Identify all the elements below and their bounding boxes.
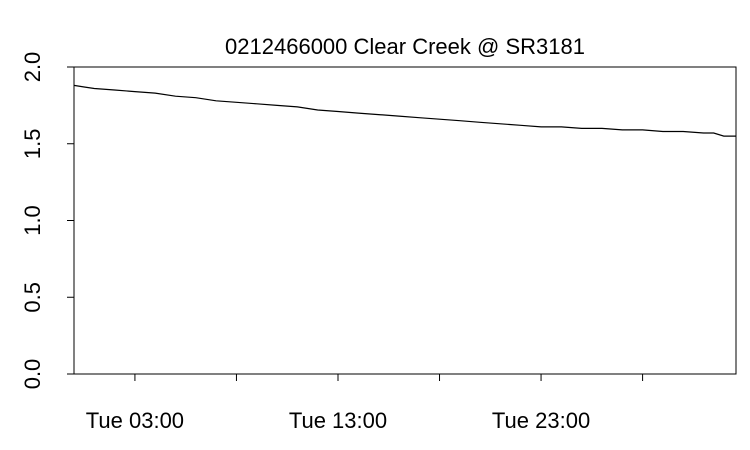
series-line-1 (73, 84, 736, 137)
x-tick-label: Tue 13:00 (289, 408, 387, 433)
x-axis: Tue 03:00 Tue 13:00 Tue 23:00 (86, 374, 644, 433)
y-axis: 0.0 0.5 1.0 1.5 2.0 (20, 52, 74, 390)
plot-area (73, 66, 737, 375)
x-tick-label: Tue 23:00 (492, 408, 590, 433)
x-tick-label: Tue 03:00 (86, 408, 184, 433)
y-tick-label: 0.0 (20, 359, 45, 390)
y-tick-label: 1.5 (20, 129, 45, 160)
y-tick-label: 2.0 (20, 52, 45, 83)
chart-title: 0212466000 Clear Creek @ SR3181 (225, 34, 585, 59)
series-layer (73, 84, 736, 137)
y-tick-label: 0.5 (20, 282, 45, 313)
y-tick-label: 1.0 (20, 205, 45, 236)
